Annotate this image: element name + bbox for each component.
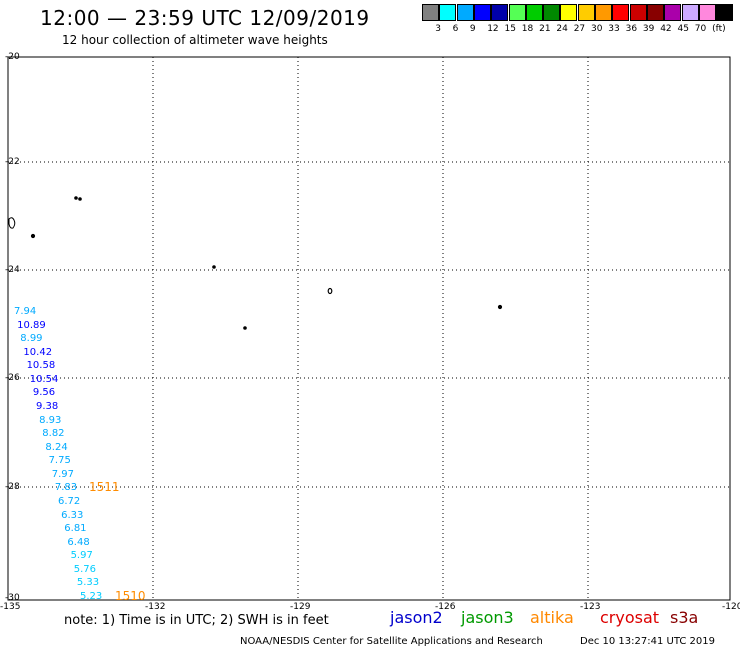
legend-swatch-label: 12 <box>487 24 499 34</box>
latitude-label: -28 <box>5 482 20 492</box>
legend-swatch <box>439 4 457 21</box>
legend-swatch-label: (ft) <box>712 24 726 34</box>
map-frame <box>7 56 731 601</box>
wave-height-value: 5.23 <box>80 591 103 602</box>
wave-height-value: 5.97 <box>70 550 93 562</box>
latitude-label: -26 <box>5 373 20 383</box>
wave-height-value: 10.58 <box>26 360 56 372</box>
wave-height-value: 8.24 <box>45 441 68 453</box>
legend-swatch-label: 6 <box>452 24 459 34</box>
island-marker <box>327 287 333 295</box>
longitude-label: -135 <box>0 602 21 612</box>
wave-height-value: 5.76 <box>73 563 96 575</box>
credit-text: NOAA/NESDIS Center for Satellite Applica… <box>240 636 543 647</box>
wave-height-value: 6.48 <box>67 536 90 548</box>
legend-swatch <box>560 4 578 21</box>
pass-time-label: 1510 <box>115 589 146 603</box>
legend-swatch-label: 33 <box>608 24 620 34</box>
legend-swatch-label: 36 <box>625 24 638 34</box>
latitude-label: -24 <box>5 265 20 275</box>
wave-height-value: 6.81 <box>64 523 87 535</box>
legend-swatch-label: 39 <box>642 24 655 34</box>
wave-height-value: 7.75 <box>48 455 71 467</box>
longitude-label: -126 <box>435 602 456 612</box>
wave-height-value: 10.54 <box>29 373 59 385</box>
island-marker <box>243 326 247 330</box>
legend-swatch <box>698 4 716 21</box>
legend-swatch-label: 21 <box>539 24 551 34</box>
legend-swatch-label: 15 <box>504 24 516 34</box>
pass-time-label: 1511 <box>89 480 120 494</box>
legend-swatch-label: 70 <box>694 24 707 34</box>
legend-swatch <box>508 4 526 21</box>
legend-swatch-label: 24 <box>556 24 568 34</box>
legend-swatch-label: 27 <box>573 24 586 34</box>
satellite-name: jason3 <box>461 608 514 627</box>
legend-swatch <box>456 4 474 21</box>
latitude-label: -30 <box>5 593 20 603</box>
longitude-label: -123 <box>580 602 601 612</box>
island-marker <box>30 233 36 239</box>
legend-swatch <box>525 4 543 21</box>
longitude-label: -120 <box>722 602 740 612</box>
legend-swatch-label: 42 <box>660 24 672 34</box>
units-note: note: 1) Time is in UTC; 2) SWH is in fe… <box>64 613 329 628</box>
satellite-name: cryosat <box>600 608 660 627</box>
wave-height-value: 9.38 <box>36 401 59 412</box>
legend-swatch <box>716 4 734 21</box>
legend-swatch <box>543 4 561 21</box>
legend-swatch-label: 3 <box>435 24 442 34</box>
wave-height-value: 8.82 <box>42 428 65 440</box>
legend-swatch-label: 45 <box>677 24 689 34</box>
wave-height-value: 8.99 <box>20 333 43 345</box>
legend-swatch <box>473 4 491 21</box>
island-marker <box>212 265 216 269</box>
island-marker <box>8 217 16 229</box>
legend-swatch <box>681 4 699 21</box>
legend-swatch <box>422 4 439 21</box>
island-marker <box>497 304 503 310</box>
legend-swatch-label: 30 <box>591 24 603 34</box>
legend-swatch <box>612 4 630 21</box>
legend-swatch <box>664 4 682 21</box>
legend-swatch-label: 18 <box>521 24 534 34</box>
island-marker <box>78 197 82 201</box>
wave-height-value: 7.94 <box>14 306 37 317</box>
wave-height-value: 10.89 <box>17 319 46 331</box>
map-subtitle: 12 hour collection of altimeter wave hei… <box>62 33 328 47</box>
grid-lines <box>8 57 730 600</box>
satellite-name: altika <box>530 608 574 627</box>
wave-height-value: 6.33 <box>61 509 84 521</box>
longitude-label: -129 <box>290 602 311 612</box>
legend-swatch <box>491 4 509 21</box>
generated-timestamp: Dec 10 13:27:41 UTC 2019 <box>580 636 715 647</box>
legend-swatch-label: 9 <box>469 24 476 34</box>
map-title: 12:00 — 23:59 UTC 12/09/2019 <box>40 6 370 30</box>
wave-height-value: 5.33 <box>76 577 100 589</box>
islands <box>8 196 503 330</box>
legend-swatch <box>595 4 612 21</box>
wave-height-value: 8.93 <box>39 414 62 426</box>
legend-swatch <box>577 4 595 21</box>
latitude-label: -20 <box>5 52 20 62</box>
legend-swatch <box>629 4 647 21</box>
latitude-label: -22 <box>5 157 20 167</box>
longitude-label: -132 <box>145 602 166 612</box>
wave-height-value: 10.42 <box>23 346 53 358</box>
legend-swatch <box>646 4 664 21</box>
satellite-name: s3a <box>670 608 699 627</box>
wave-height-value: 6.72 <box>58 496 81 507</box>
wave-height-value: 9.56 <box>32 387 56 399</box>
wave-height-value: 7.83 <box>54 482 78 494</box>
wave-height-value: 7.97 <box>51 468 74 480</box>
satellite-name: jason2 <box>390 608 443 627</box>
island-marker <box>74 196 78 200</box>
